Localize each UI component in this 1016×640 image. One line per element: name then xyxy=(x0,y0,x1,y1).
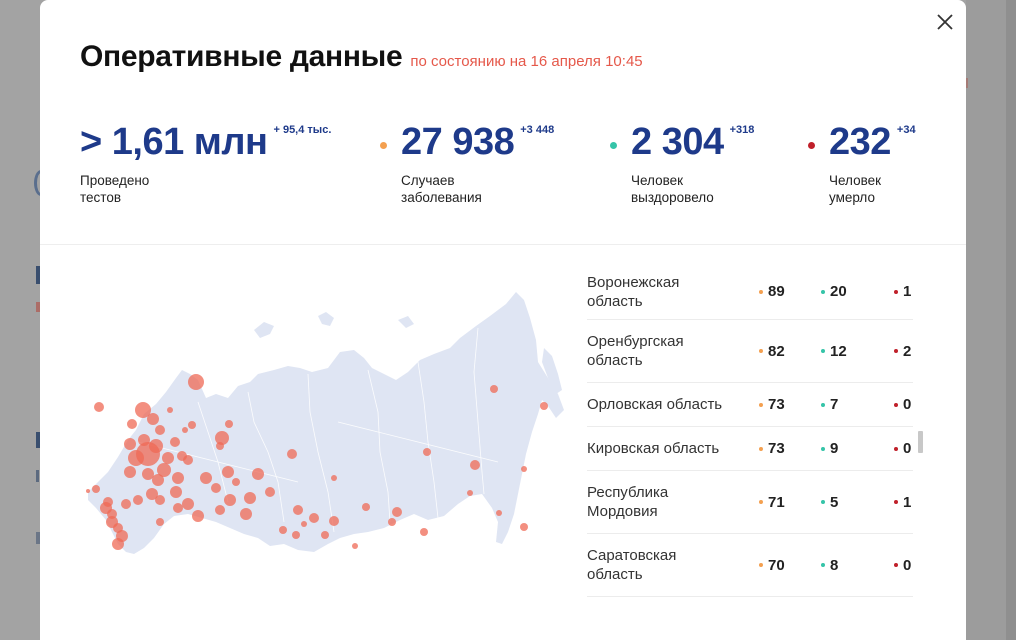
deaths-dot-icon xyxy=(894,446,898,451)
deaths-dot-icon xyxy=(894,563,898,567)
stat-label-line: умерло xyxy=(829,190,875,205)
recovered-count: 8 xyxy=(821,557,838,574)
region-name: Воронежская область xyxy=(587,273,680,310)
close-icon xyxy=(937,14,953,30)
cases-dot-icon xyxy=(380,142,387,149)
table-row[interactable]: Республика Мордовия 71 5 1 xyxy=(587,471,913,534)
stat-label-line: Проведено xyxy=(80,173,150,188)
recovered-dot-icon xyxy=(821,349,825,353)
stat-value: 2 304 xyxy=(631,121,724,163)
recovered-count: 9 xyxy=(821,440,838,457)
stat-label-line: заболевания xyxy=(401,190,482,205)
stat-delta: +318 xyxy=(729,124,755,136)
stat-value: > 1,61 млн xyxy=(80,121,268,163)
deaths-count: 0 xyxy=(894,557,911,574)
stat-delta: +3 448 xyxy=(520,124,555,136)
cases-count: 89 xyxy=(759,283,785,300)
recovered-count: 7 xyxy=(821,396,838,413)
deaths-count: 0 xyxy=(894,440,911,457)
stat-label: Человек умерло xyxy=(829,172,949,206)
close-button[interactable] xyxy=(933,10,957,34)
modal-title: Оперативные данные xyxy=(80,40,403,73)
recovered-dot-icon xyxy=(610,142,617,149)
recovered-dot-icon xyxy=(821,563,825,567)
table-row[interactable]: Саратовская область 70 8 0 xyxy=(587,534,913,597)
operational-data-modal: Оперативные данные по состоянию на 16 ап… xyxy=(40,0,966,640)
stat-deaths: 232 +34 Человек умерло xyxy=(808,118,949,206)
deaths-count: 1 xyxy=(894,283,911,300)
modal-header: Оперативные данные по состоянию на 16 ап… xyxy=(80,40,643,74)
recovered-count: 5 xyxy=(821,494,838,511)
stat-delta: + 95,4 тыс. xyxy=(273,124,332,136)
deaths-count: 2 xyxy=(894,343,911,360)
deaths-dot-icon xyxy=(894,349,898,353)
stat-label-line: Человек xyxy=(631,173,684,188)
deaths-count: 1 xyxy=(894,494,911,511)
stat-recovered: 2 304 +318 Человек выздоровело xyxy=(610,118,754,206)
region-name: Орловская область xyxy=(587,396,723,413)
summary-stats: > 1,61 млн + 95,4 тыс. Проведено тестов … xyxy=(80,118,950,218)
table-row[interactable]: Воронежская область 89 20 1 xyxy=(587,270,913,320)
background-text-fragment xyxy=(36,470,39,482)
background-scrollbar-track xyxy=(1006,0,1016,640)
deaths-count: 0 xyxy=(894,396,911,413)
cases-count: 70 xyxy=(759,557,785,574)
modal-timestamp: по состоянию на 16 апреля 10:45 xyxy=(410,53,643,70)
region-name: Кировская область xyxy=(587,440,720,457)
stat-value: 27 938 xyxy=(401,121,515,163)
stat-delta: +34 xyxy=(896,124,916,136)
stat-label: Случаев заболевания xyxy=(401,172,521,206)
deaths-dot-icon xyxy=(808,142,815,149)
background-icon-fragment xyxy=(36,532,40,544)
deaths-dot-icon xyxy=(894,500,898,504)
deaths-dot-icon xyxy=(894,289,898,294)
cases-dot-icon xyxy=(759,349,763,353)
cases-count: 73 xyxy=(759,440,785,457)
stat-label: Человек выздоровело xyxy=(631,172,751,206)
table-row[interactable]: Орловская область 73 7 0 xyxy=(587,383,913,427)
background-text-fragment xyxy=(36,432,40,448)
deaths-dot-icon xyxy=(894,402,898,407)
table-row[interactable]: Оренбургская область 82 12 2 xyxy=(587,320,913,383)
cases-count: 71 xyxy=(759,494,785,511)
region-name: Республика Мордовия xyxy=(587,484,669,520)
stat-label: Проведено тестов xyxy=(80,172,200,206)
cases-count: 73 xyxy=(759,396,785,413)
cases-dot-icon xyxy=(759,402,763,407)
region-name: Оренбургская область xyxy=(587,333,684,369)
recovered-dot-icon xyxy=(821,289,825,294)
stat-label-line: тестов xyxy=(80,190,122,205)
background-subtitle-fragment xyxy=(36,302,40,312)
divider xyxy=(40,244,966,245)
cases-count: 82 xyxy=(759,343,785,360)
cases-dot-icon xyxy=(759,289,763,294)
recovered-dot-icon xyxy=(821,402,825,407)
recovered-dot-icon xyxy=(821,500,825,504)
table-row[interactable]: Кировская область 73 9 0 xyxy=(587,427,913,471)
regions-table[interactable]: Воронежская область 89 20 1 Оренбургская о… xyxy=(587,270,913,610)
background-heading-fragment xyxy=(36,266,41,284)
cases-dot-icon xyxy=(759,563,763,567)
stat-tests: > 1,61 млн + 95,4 тыс. Проведено тестов xyxy=(80,118,331,206)
recovered-count: 12 xyxy=(821,343,847,360)
recovered-count: 20 xyxy=(821,283,847,300)
stat-cases: 27 938 +3 448 Случаев заболевания xyxy=(380,118,554,206)
russia-map-graphic xyxy=(86,292,564,554)
cases-dot-icon xyxy=(759,500,763,504)
stat-label-line: выздоровело xyxy=(631,190,714,205)
stat-value: 232 xyxy=(829,121,891,163)
cases-dot-icon xyxy=(759,446,763,451)
region-name: Саратовская область xyxy=(587,547,677,583)
russia-map[interactable] xyxy=(78,282,578,562)
table-scrollbar[interactable] xyxy=(918,431,923,453)
stat-label-line: Случаев xyxy=(401,173,455,188)
recovered-dot-icon xyxy=(821,446,825,451)
stat-label-line: Человек xyxy=(829,173,882,188)
